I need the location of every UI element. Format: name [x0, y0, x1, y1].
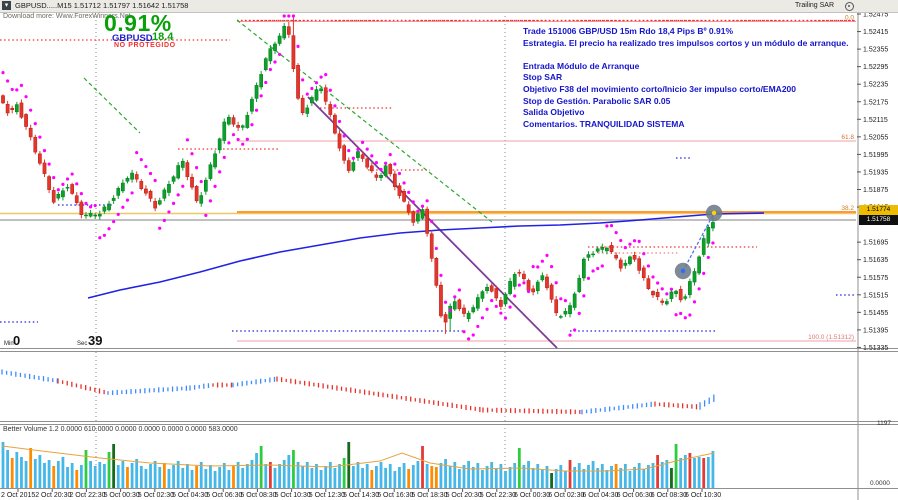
price-axis-label: 1.52115 — [863, 117, 888, 124]
annotation-line: Salida Objetivo — [523, 107, 585, 118]
time-axis-label: 6 Oct 04:30 — [582, 492, 618, 499]
ema200-line — [87, 212, 765, 299]
protection-status-label: NO PROTEGIDO — [114, 42, 176, 49]
trade-connector-line — [682, 212, 715, 272]
timer-min-value: 0 — [13, 333, 21, 348]
time-axis-label: 5 Oct 10:30 — [275, 492, 311, 499]
price-axis-label: 1.51875 — [863, 187, 888, 194]
sar-dots-layer — [1, 14, 715, 341]
annotation-line: Estrategia. El precio ha realizado tres … — [523, 37, 849, 48]
level-price-tag: 1.51774 — [859, 205, 898, 215]
trailing-sar-icon[interactable] — [845, 2, 854, 11]
price-axis-label: 1.51455 — [863, 310, 888, 317]
window-title: GBPUSD.....M15 1.51712 1.51797 1.51642 1… — [15, 1, 189, 10]
annotation-line: Stop de Gestión. Parabolic SAR 0.05 — [523, 95, 671, 106]
window-title-bar[interactable]: ▾ GBPUSD.....M15 1.51712 1.51797 1.51642… — [0, 0, 898, 13]
price-axis-label: 1.51575 — [863, 275, 888, 282]
time-axis-label: 5 Oct 20:30 — [446, 492, 482, 499]
price-axis-label: 1.52355 — [863, 47, 888, 54]
oscillator-ticks-layer — [1, 369, 715, 415]
timer-sec-value: 39 — [88, 333, 103, 348]
price-axis-label: 1.51995 — [863, 152, 888, 159]
candles-layer — [1, 16, 715, 334]
time-axis-label: 5 Oct 04:30 — [172, 492, 208, 499]
green-dashed-trendline — [236, 19, 493, 223]
time-axis-label: 5 Oct 00:30 — [104, 492, 140, 499]
price-axis-label: 1.51695 — [863, 240, 888, 247]
time-axis-label: 6 Oct 00:30 — [514, 492, 550, 499]
fib-level-label: 38.2 — [841, 205, 854, 212]
pips-label: 18.4 — [152, 31, 174, 43]
time-axis-label: 6 Oct 02:30 — [548, 492, 584, 499]
price-axis-label: 1.51935 — [863, 169, 888, 176]
fib-level-label: 61.8 — [841, 134, 854, 141]
entry-marker-dot — [680, 268, 686, 274]
annotation-line: Entrada Módulo de Arranque — [523, 60, 640, 71]
annotation-line: Comentarios. TRANQUILIDAD SISTEMA — [523, 118, 685, 129]
chart-icon: ▾ — [2, 1, 11, 10]
volume-ma-line — [1, 445, 715, 472]
price-axis-label: 1.52235 — [863, 82, 888, 89]
price-axis-label: 1.52475 — [863, 12, 888, 19]
trailing-sar-label: Trailing SAR — [795, 2, 835, 9]
watermark-text: Download more: Www.ForexWinners.Net — [3, 13, 131, 20]
price-axis-label: 1.51395 — [863, 327, 888, 334]
annotation-line: Stop SAR — [523, 72, 563, 83]
price-axis-label: 1.51635 — [863, 257, 888, 264]
time-axis-label: 5 Oct 06:30 — [206, 492, 242, 499]
profit-percent-label: 0.91% — [104, 10, 172, 36]
time-axis-label: 2 Oct 22:30 — [69, 492, 105, 499]
annotation-line: Objetivo F38 del movimiento corto/Inicio… — [523, 83, 797, 94]
price-axis-label: 1.52055 — [863, 134, 888, 141]
trade-annotation: Trade 151006 GBP/USD 15m Rdo 18,4 Pips B… — [523, 26, 848, 130]
volume-axis-max: 1197 — [877, 420, 891, 427]
price-axis-label: 1.51335 — [863, 345, 888, 352]
symbol-label: GBPUSD — [112, 33, 153, 44]
price-axis-label: 1.52295 — [863, 64, 888, 71]
price-axis-label: 1.52175 — [863, 99, 888, 106]
time-axis-label: 5 Oct 12:30 — [309, 492, 345, 499]
time-axis-label: 2 Oct 2015 — [1, 492, 35, 499]
annotation-line: Trade 151006 GBP/USD 15m Rdo 18,4 Pips B… — [523, 26, 734, 36]
time-axis-label: 2 Oct 20:30 — [35, 492, 71, 499]
fib-level-label: 0.0 — [845, 15, 854, 22]
better-volume-label: Better Volume 1.2 0.0000 610.0000 0.0000… — [3, 426, 238, 433]
annotation-line — [523, 49, 848, 61]
exit-marker-dot — [711, 210, 717, 216]
time-axis-label: 5 Oct 16:30 — [377, 492, 413, 499]
volume-bars-layer — [1, 442, 715, 488]
time-axis-label: 6 Oct 08:30 — [651, 492, 687, 499]
timer-min-label: Min — [4, 341, 14, 347]
volume-axis-min: 0.0000 — [870, 480, 890, 487]
time-axis-label: 5 Oct 14:30 — [343, 492, 379, 499]
time-axis-label: 5 Oct 18:30 — [411, 492, 447, 499]
bid-price-tag: 1.51758 — [859, 215, 898, 225]
timer-sec-label: Sec — [77, 341, 88, 347]
time-axis-label: 5 Oct 22:30 — [480, 492, 516, 499]
time-axis-label: 6 Oct 06:30 — [617, 492, 653, 499]
time-axis-label: 5 Oct 08:30 — [240, 492, 276, 499]
price-axis-label: 1.52415 — [863, 29, 888, 36]
price-axis-label: 1.51515 — [863, 292, 888, 299]
fib-level-label: 100.0 (1.51312) — [808, 334, 854, 341]
time-axis-label: 6 Oct 10:30 — [685, 492, 721, 499]
time-axis-label: 5 Oct 02:30 — [138, 492, 174, 499]
green-dashed-trendline — [83, 77, 141, 134]
